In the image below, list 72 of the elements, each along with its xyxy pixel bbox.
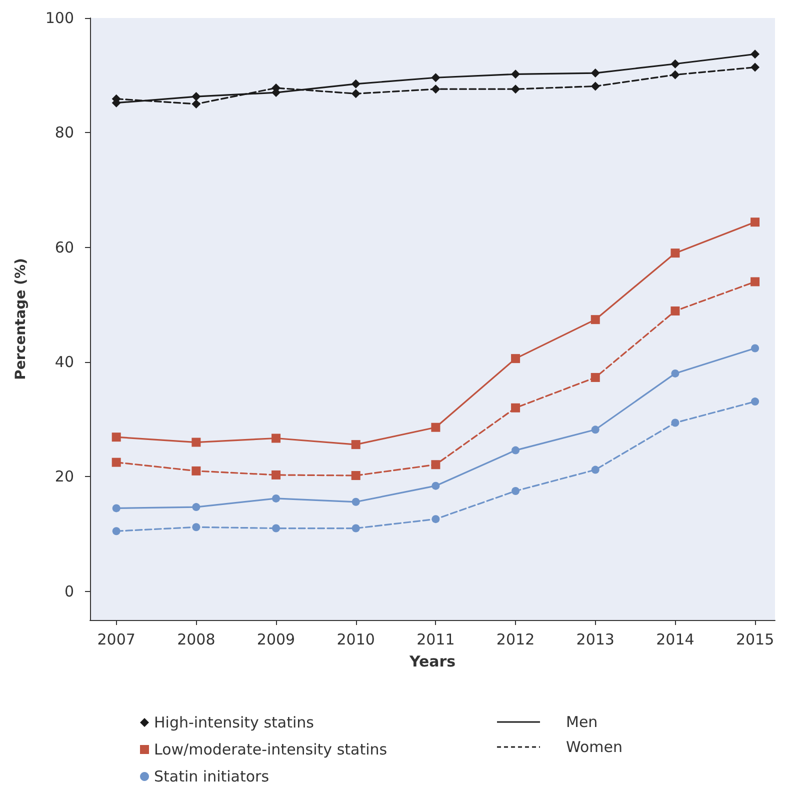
point <box>192 92 201 102</box>
point <box>511 354 520 364</box>
y-tick-label: 60 <box>54 238 74 256</box>
point <box>351 440 360 450</box>
y-axis-title: Percentage (%) <box>13 258 29 380</box>
x-tick-label: 2011 <box>416 630 455 648</box>
point <box>511 70 520 79</box>
point <box>590 68 600 78</box>
point <box>351 471 360 480</box>
point <box>511 84 520 94</box>
point <box>590 82 600 91</box>
point <box>750 277 760 286</box>
y-tick-label: 0 <box>64 582 74 600</box>
point <box>431 422 440 432</box>
point <box>351 89 360 98</box>
legend-label: Low/moderate-intensity statins <box>154 740 388 758</box>
point <box>590 315 600 324</box>
point <box>512 446 520 454</box>
point <box>431 73 440 82</box>
point <box>671 369 680 378</box>
point <box>512 487 520 495</box>
legend-label: High-intensity statins <box>154 714 314 732</box>
point <box>750 50 760 59</box>
text: Men <box>566 713 598 731</box>
x-tick-label: 2012 <box>496 630 535 648</box>
point <box>511 403 520 412</box>
point <box>352 524 360 532</box>
point <box>351 79 360 88</box>
x-tick-label: 2015 <box>736 630 774 648</box>
point <box>670 306 680 316</box>
x-axis-title: Years <box>408 652 456 670</box>
y-tick-label: 20 <box>54 468 74 486</box>
point <box>112 527 120 536</box>
point <box>352 498 360 506</box>
point <box>670 59 680 68</box>
x-tick-label: 2008 <box>177 630 216 648</box>
y-tick-label: 40 <box>54 353 74 371</box>
point <box>670 70 680 80</box>
point <box>272 494 280 502</box>
x-tick-label: 2010 <box>336 630 375 648</box>
text: Women <box>566 738 622 756</box>
y-tick-label: 100 <box>45 9 74 27</box>
point <box>192 503 200 512</box>
point <box>591 426 600 434</box>
x-tick-label: 2009 <box>256 630 296 648</box>
x-tick-label: 2013 <box>576 630 614 648</box>
point <box>671 418 680 427</box>
point <box>192 466 201 476</box>
point <box>431 460 440 470</box>
point <box>432 515 440 524</box>
point <box>192 100 201 108</box>
point <box>192 438 201 447</box>
point <box>432 482 440 490</box>
point <box>192 523 200 532</box>
point <box>751 344 760 352</box>
point <box>272 470 281 480</box>
point <box>750 218 760 227</box>
point <box>272 434 281 443</box>
point <box>112 458 121 467</box>
point <box>112 432 121 442</box>
x-tick-label: 2007 <box>97 630 136 648</box>
point <box>670 248 680 258</box>
point <box>750 62 760 72</box>
legend-label: Statin initiators <box>154 768 270 786</box>
point <box>272 524 280 532</box>
x-tick-label: 2014 <box>656 630 694 648</box>
point <box>431 84 440 94</box>
point <box>751 398 760 406</box>
point <box>591 466 600 474</box>
point <box>590 372 600 382</box>
point <box>112 504 120 512</box>
y-tick-label: 80 <box>54 124 74 142</box>
